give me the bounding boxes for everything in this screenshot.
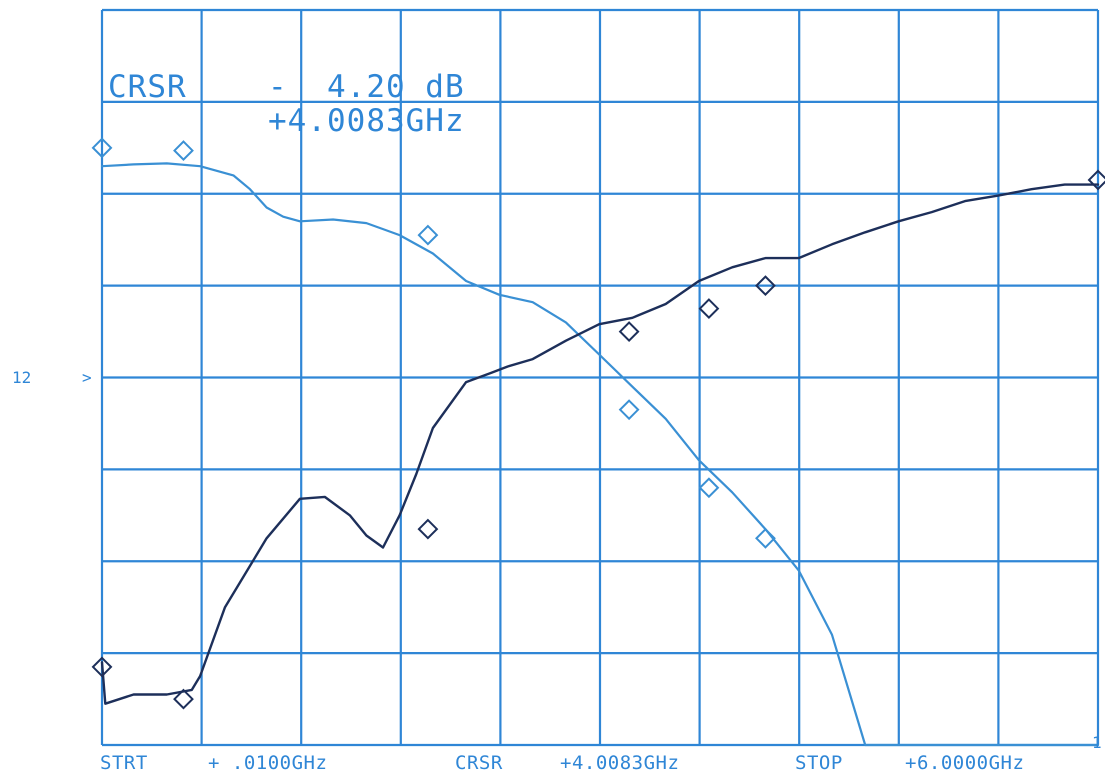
trace-light-marker bbox=[618, 399, 640, 421]
trace-dark-marker bbox=[698, 298, 720, 320]
header-cursor-value: - 4.20 dB bbox=[268, 69, 465, 105]
plot-grid bbox=[100, 8, 1100, 747]
trace-light-marker bbox=[173, 140, 194, 161]
reference-value: 12 bbox=[12, 368, 31, 387]
trace-light-marker bbox=[755, 527, 776, 549]
trace-light-marker bbox=[91, 137, 113, 159]
trace-dark-marker bbox=[755, 275, 776, 297]
trace-dark-marker bbox=[173, 688, 194, 710]
trace-light-line bbox=[100, 162, 1100, 747]
trace-light-marker bbox=[417, 224, 439, 246]
traces bbox=[100, 162, 1100, 747]
trace-dark-marker bbox=[91, 656, 113, 678]
trace-light-marker bbox=[698, 477, 720, 499]
trace-dark-line bbox=[100, 183, 1100, 705]
trace-dark-marker bbox=[1087, 169, 1105, 191]
header-cursor-frequency: +4.0083GHz bbox=[268, 103, 465, 139]
reference-marker: > bbox=[82, 368, 92, 387]
start-frequency: + .0100GHz bbox=[208, 752, 327, 774]
footer-cursor-frequency: +4.0083GHz bbox=[560, 752, 679, 774]
start-label: STRT bbox=[100, 752, 148, 774]
trace-dark-marker bbox=[618, 321, 640, 342]
stop-frequency: +6.0000GHz bbox=[905, 752, 1024, 774]
trace-markers bbox=[91, 137, 1105, 710]
footer-cursor-label: CRSR bbox=[455, 752, 503, 774]
end-mark: 1 bbox=[1092, 733, 1102, 752]
trace-dark-marker bbox=[417, 518, 439, 540]
stop-label: STOP bbox=[795, 752, 843, 774]
header-cursor-label: CRSR bbox=[108, 69, 187, 105]
